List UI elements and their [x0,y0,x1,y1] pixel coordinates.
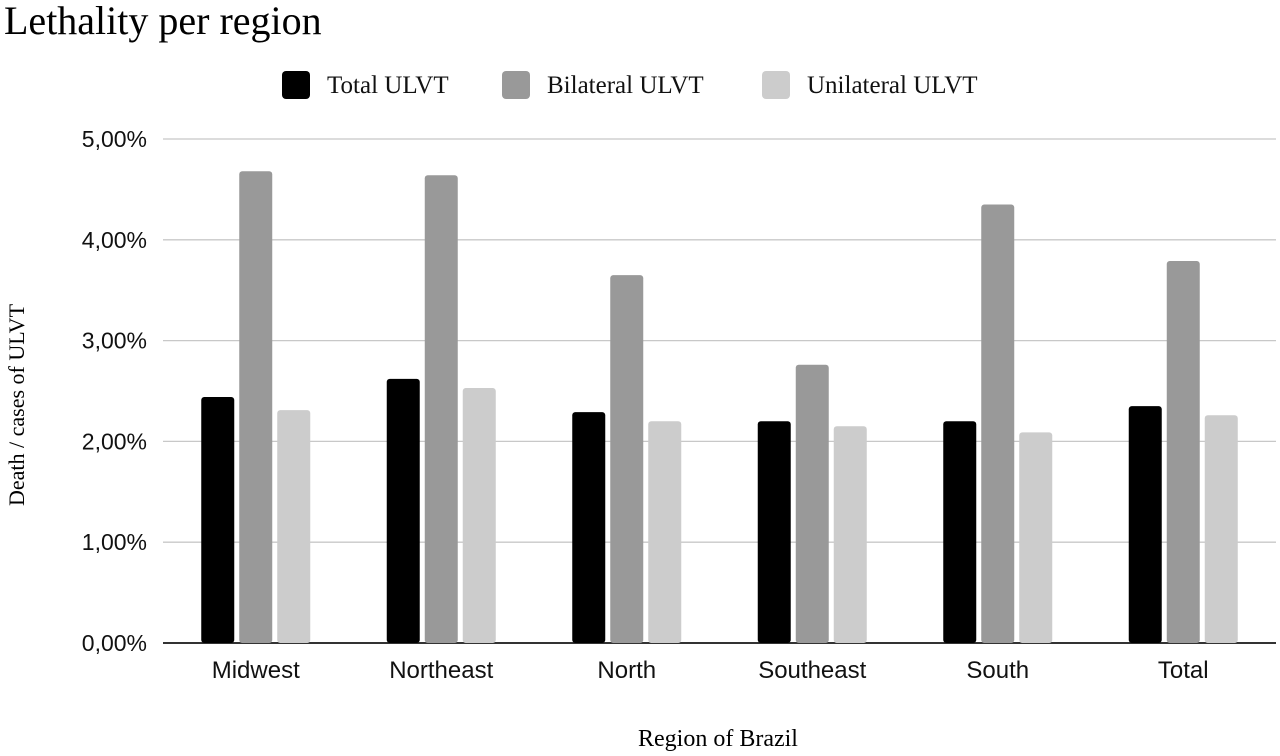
bar-total-ulvt-northeast [386,378,420,643]
legend-label: Total ULVT [327,72,449,99]
legend-label: Unilateral ULVT [807,72,978,99]
bar-total-ulvt-north [572,412,606,643]
legend-swatch [502,71,530,99]
bar-total-ulvt-southeast [757,421,791,643]
y-tick-label: 1,00% [82,529,147,555]
bar-unilateral-ulvt-northeast [462,387,496,643]
legend: Total ULVT Bilateral ULVT Unilateral ULVT [282,71,978,99]
y-tick-label: 4,00% [82,227,147,253]
x-tick-label-north: North [597,657,656,684]
legend-swatch [762,71,790,99]
bar-total-ulvt-total [1128,406,1162,643]
bar-unilateral-ulvt-south [1019,432,1053,643]
x-tick-label-southeast: Southeast [758,657,866,684]
bars [201,171,1238,644]
y-tick-label: 5,00% [82,126,147,152]
x-axis-label: Region of Brazil [638,726,798,752]
legend-item-unilateral-ulvt: Unilateral ULVT [762,71,978,99]
bar-bilateral-ulvt-southeast [795,364,829,643]
bar-unilateral-ulvt-midwest [277,410,311,643]
x-tick-label-total: Total [1158,657,1209,684]
legend-label: Bilateral ULVT [547,72,704,99]
bar-bilateral-ulvt-south [981,204,1015,643]
y-axis-label: Death / cases of ULVT [4,303,29,506]
legend-item-total-ulvt: Total ULVT [282,71,449,99]
y-tick-label: 2,00% [82,428,147,454]
bar-unilateral-ulvt-total [1204,415,1238,643]
bar-total-ulvt-midwest [201,397,235,643]
y-tick-label: 0,00% [82,630,147,656]
y-tick-label: 3,00% [82,328,147,354]
x-axis-ticks: Midwest Northeast North Southeast South Total [212,657,1209,684]
legend-item-bilateral-ulvt: Bilateral ULVT [502,71,704,99]
bar-bilateral-ulvt-midwest [239,171,273,644]
bar-total-ulvt-south [943,421,977,643]
x-tick-label-midwest: Midwest [212,657,300,684]
chart-title: Lethality per region [4,0,322,43]
x-tick-label-south: South [966,657,1029,684]
bar-bilateral-ulvt-total [1166,260,1200,643]
bar-bilateral-ulvt-north [610,275,644,643]
legend-swatch [282,71,310,99]
bar-unilateral-ulvt-north [648,421,682,643]
gridlines [163,138,1276,644]
x-tick-label-northeast: Northeast [389,657,493,684]
bar-bilateral-ulvt-northeast [424,175,458,643]
y-axis-ticks: 0,00% 1,00% 2,00% 3,00% 4,00% 5,00% [82,126,147,656]
bar-unilateral-ulvt-southeast [833,426,867,643]
